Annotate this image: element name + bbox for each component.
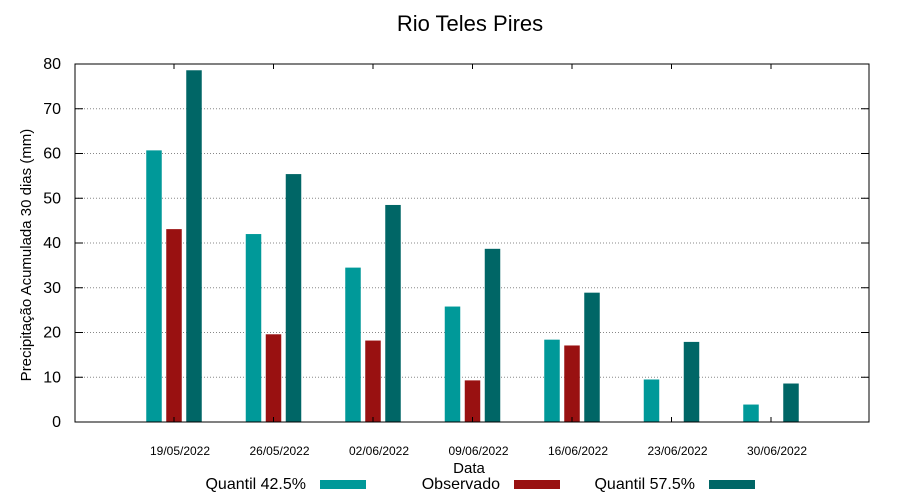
legend-label: Quantil 57.5%	[594, 476, 695, 493]
x-axis-title: Data	[453, 460, 485, 477]
bar	[245, 234, 262, 422]
bar	[544, 339, 560, 422]
y-tick-label: 20	[43, 325, 61, 342]
bar	[564, 345, 580, 422]
y-tick-label: 70	[43, 101, 61, 118]
bar	[484, 248, 501, 422]
y-tick-label: 50	[43, 190, 61, 207]
legend-swatch	[514, 480, 560, 489]
bar	[285, 174, 302, 422]
bar	[783, 383, 799, 422]
legend-label: Quantil 42.5%	[205, 476, 306, 493]
x-tick-label: 26/05/2022	[249, 444, 309, 458]
y-tick-label: 30	[43, 280, 61, 297]
bar	[265, 334, 282, 422]
bar	[743, 404, 759, 422]
bar	[643, 379, 660, 422]
y-tick-label: 60	[43, 146, 61, 163]
x-tick-label: 02/06/2022	[349, 444, 409, 458]
bar	[385, 204, 401, 422]
bar	[683, 341, 700, 422]
x-tick-label: 23/06/2022	[647, 444, 707, 458]
legend-swatch	[320, 480, 366, 489]
bar	[584, 292, 600, 422]
bar	[444, 306, 461, 422]
y-axis-title: Precipitação Acumulada 30 dias (mm)	[18, 129, 35, 382]
bar	[464, 380, 481, 422]
y-tick-label: 0	[52, 414, 61, 431]
chart-title: Rio Teles Pires	[397, 11, 543, 36]
bar	[186, 70, 202, 422]
bars	[146, 70, 799, 422]
y-tick-label: 80	[43, 56, 61, 73]
gridlines	[75, 108, 869, 378]
x-tick-label: 09/06/2022	[448, 444, 508, 458]
bar	[365, 340, 381, 422]
y-tick-label: 40	[43, 235, 61, 252]
legend-label: Observado	[422, 476, 500, 493]
bar	[345, 267, 361, 422]
y-tick-label: 10	[43, 369, 61, 386]
bar	[146, 150, 162, 422]
legend: Quantil 42.5% Observado Quantil 57.5%	[205, 476, 755, 493]
x-tick-label: 16/06/2022	[548, 444, 608, 458]
x-tick-label: 30/06/2022	[747, 444, 807, 458]
x-tick-label: 19/05/2022	[150, 444, 210, 458]
legend-swatch	[709, 480, 755, 489]
bar	[166, 229, 182, 422]
axes: 0 10 20 30 40 50 60 70 80 19/05/2022 26/05/2022 02/…	[43, 56, 869, 458]
